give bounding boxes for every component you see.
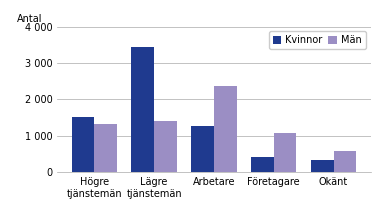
Bar — [191, 126, 214, 172]
Bar — [311, 160, 333, 172]
Bar — [333, 151, 356, 172]
Bar — [131, 47, 154, 172]
Bar — [274, 133, 296, 172]
Bar — [251, 157, 274, 172]
Legend: Kvinnor, Män: Kvinnor, Män — [269, 31, 366, 49]
Bar — [94, 124, 117, 172]
Text: Antal: Antal — [16, 14, 42, 24]
Bar — [71, 117, 94, 172]
Bar — [214, 86, 237, 172]
Bar — [154, 121, 177, 172]
